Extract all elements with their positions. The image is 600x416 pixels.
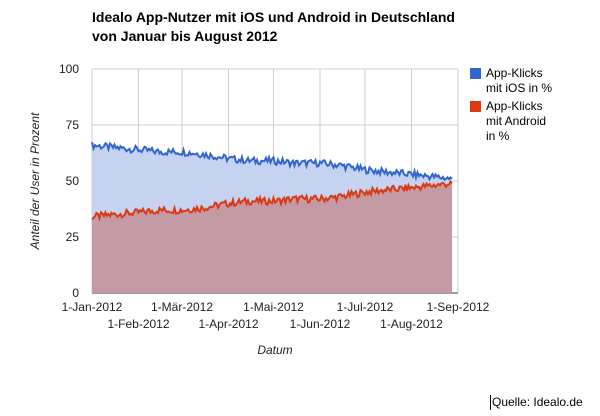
x-tick-label-2012-01-01: 1-Jan-2012 [62,300,123,314]
x-tick-label-2012-02-01: 1-Feb-2012 [107,317,169,331]
chart-title-line-2: von Januar bis August 2012 [92,28,278,44]
legend-label-android-line-1: App-Klicks [486,99,543,113]
x-tick-label-2012-09-01: 1-Sep-2012 [427,300,490,314]
legend-swatch-android [470,101,481,112]
y-tick-label-75: 75 [66,118,80,132]
legend-item-ios[interactable]: App-Klicks mit iOS in % [470,66,576,96]
x-axis-title: Datum [257,343,292,357]
x-tick-label-2012-03-01: 1-Mär-2012 [151,300,213,314]
source-divider [490,395,491,410]
legend-item-android[interactable]: App-Klicks mit Android in % [470,99,576,144]
series-line-android [91,180,453,222]
legend: App-Klicks mit iOS in % App-Klicks mit A… [470,66,576,147]
series-line-ios [91,141,453,182]
y-tick-label-0: 0 [72,286,79,300]
legend-label-android: App-Klicks mit Android in % [486,99,576,144]
source-label: Quelle: Idealo.de [492,395,583,409]
x-tick-label-2012-08-01: 1-Aug-2012 [380,317,443,331]
x-tick-label-2012-04-01: 1-Apr-2012 [198,317,258,331]
x-tick-label-2012-06-01: 1-Jun-2012 [290,317,351,331]
x-tick-label-2012-07-01: 1-Jul-2012 [337,300,394,314]
legend-label-ios-line-1: App-Klicks [486,66,543,80]
legend-label-ios-line-2: mit iOS in % [486,81,553,95]
y-tick-label-100: 100 [59,62,79,76]
legend-label-android-line-3: in % [486,129,510,143]
x-tick-label-2012-05-01: 1-Mai-2012 [243,300,304,314]
legend-label-android-line-2: mit Android [486,114,547,128]
y-tick-label-25: 25 [66,230,80,244]
y-tick-label-50: 50 [66,174,80,188]
area-android [92,181,452,293]
legend-swatch-ios [470,68,481,79]
legend-label-ios: App-Klicks mit iOS in % [486,66,576,96]
y-axis-title: Anteil der User in Prozent [28,112,42,250]
chart-title-line-1: Idealo App-Nutzer mit iOS und Android in… [92,9,455,25]
chart-title: Idealo App-Nutzer mit iOS und Android in… [92,8,455,46]
